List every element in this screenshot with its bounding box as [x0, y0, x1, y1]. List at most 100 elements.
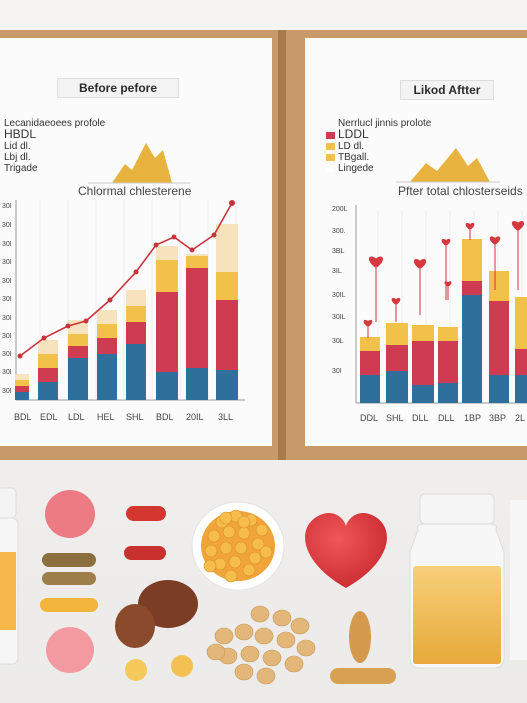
right-bar-yellow	[438, 327, 458, 341]
right-y-label: 300.	[332, 228, 346, 235]
soybean	[237, 515, 251, 529]
right-y-label: 30I	[332, 368, 342, 375]
right-y-label: 200L	[332, 206, 348, 213]
heart-icon	[413, 258, 427, 269]
right-legend-item: TBgall.	[326, 152, 431, 163]
left-bar-blue	[186, 368, 208, 400]
left-bar-cream	[216, 224, 238, 272]
left-x-label: SHL	[126, 412, 144, 422]
soybean	[207, 529, 221, 543]
left-bar-red	[216, 300, 238, 370]
right-legend-item: LDDL	[326, 127, 431, 141]
left-legend-item-label: Trigade	[4, 163, 38, 174]
left-bar-red	[97, 338, 117, 354]
left-legend-item: HBDL	[4, 127, 105, 141]
right-bar-blue	[438, 383, 458, 403]
left-bottle-cap	[0, 487, 17, 519]
soybean	[256, 667, 276, 685]
soybean	[206, 643, 226, 661]
left-bar-cream	[156, 246, 178, 260]
right-bar-blue	[462, 295, 482, 403]
soybean	[255, 523, 269, 537]
left-y-label: 30I	[2, 278, 12, 285]
soybean	[219, 511, 233, 525]
heart-icon	[511, 220, 525, 231]
right-bar-yellow	[386, 323, 408, 345]
right-legend-item-label: LDDL	[338, 127, 369, 141]
left-bar-blue	[68, 358, 88, 400]
left-bar-cream	[15, 374, 29, 380]
soybean	[219, 541, 233, 555]
left-y-label: 30I	[2, 296, 12, 303]
soybean	[222, 525, 236, 539]
red-capsule-2	[124, 546, 166, 560]
right-bars	[360, 239, 527, 403]
left-x-label: 20IL	[186, 412, 204, 422]
soybean	[214, 627, 234, 645]
soybean	[272, 609, 292, 627]
long-capsule	[330, 668, 396, 684]
left-bar-blue	[126, 344, 146, 400]
right-bar-blue	[489, 375, 509, 403]
left-bar-red	[156, 292, 178, 372]
heart-icon	[444, 281, 452, 287]
right-bar-red	[489, 301, 509, 375]
left-x-label: EDL	[40, 412, 58, 422]
almond	[349, 611, 371, 663]
softgel-capsule	[42, 553, 96, 567]
soybean	[234, 541, 248, 555]
left-y-label: 30I	[2, 333, 12, 340]
right-bottle-edge	[510, 500, 527, 660]
right-bar-red	[412, 341, 434, 385]
right-x-label: 2L	[515, 413, 526, 423]
left-y-label: 30I	[2, 351, 12, 358]
right-legend-item-label: LD dl.	[338, 141, 365, 152]
heart-icon	[391, 297, 401, 305]
red-capsule	[126, 506, 166, 521]
soybean	[248, 551, 262, 565]
right-bar-red	[462, 281, 482, 295]
left-x-label: BDL	[14, 412, 32, 422]
left-y-label: 30I	[2, 315, 12, 322]
left-legend: Lecanidaeoees profole HBDL Lid dl. Lbj d…	[4, 118, 105, 174]
left-bar-cream	[186, 254, 208, 256]
soybean	[251, 537, 265, 551]
left-bar-yellow	[38, 354, 58, 368]
pink-tablet	[45, 490, 95, 538]
soybean	[284, 655, 304, 673]
left-legend-item-label: Lbj dl.	[4, 152, 31, 163]
left-x-label: HEL	[97, 412, 115, 422]
heart-icon	[489, 236, 501, 245]
heart-icon	[441, 238, 451, 246]
right-legend-item-label: Lingede	[338, 163, 374, 174]
pink-tablet-2	[46, 627, 94, 673]
brown-tablet-2	[115, 604, 155, 648]
left-bar-yellow	[216, 272, 238, 300]
soybean	[228, 555, 242, 569]
left-bar-yellow	[15, 380, 29, 386]
board-hinge	[278, 30, 286, 460]
heart-icon	[363, 319, 373, 327]
soybean	[276, 631, 296, 649]
left-legend-item: Lbj dl.	[4, 152, 105, 163]
left-y-label: 30I	[2, 259, 12, 266]
right-x-label: 1BP	[464, 413, 482, 423]
left-legend-item-label: HBDL	[4, 127, 37, 141]
right-bar-blue	[386, 371, 408, 403]
left-bar-yellow	[186, 256, 208, 268]
right-x-label: SHL	[386, 413, 404, 423]
softgel-capsule-2	[42, 572, 96, 585]
right-y-label: 30IL	[332, 314, 346, 321]
right-legend-item: Lingede	[326, 163, 431, 174]
red-heart	[305, 513, 387, 588]
left-bar-cream	[68, 320, 88, 334]
loose-soybeans	[206, 605, 316, 685]
soybean	[254, 627, 274, 645]
right-bar-red	[386, 345, 408, 371]
left-trend-points	[17, 200, 235, 359]
brown-tablet	[138, 580, 198, 628]
left-bar-blue	[156, 372, 178, 400]
left-y-label: 30I	[2, 369, 12, 376]
left-bar-red	[38, 368, 58, 382]
